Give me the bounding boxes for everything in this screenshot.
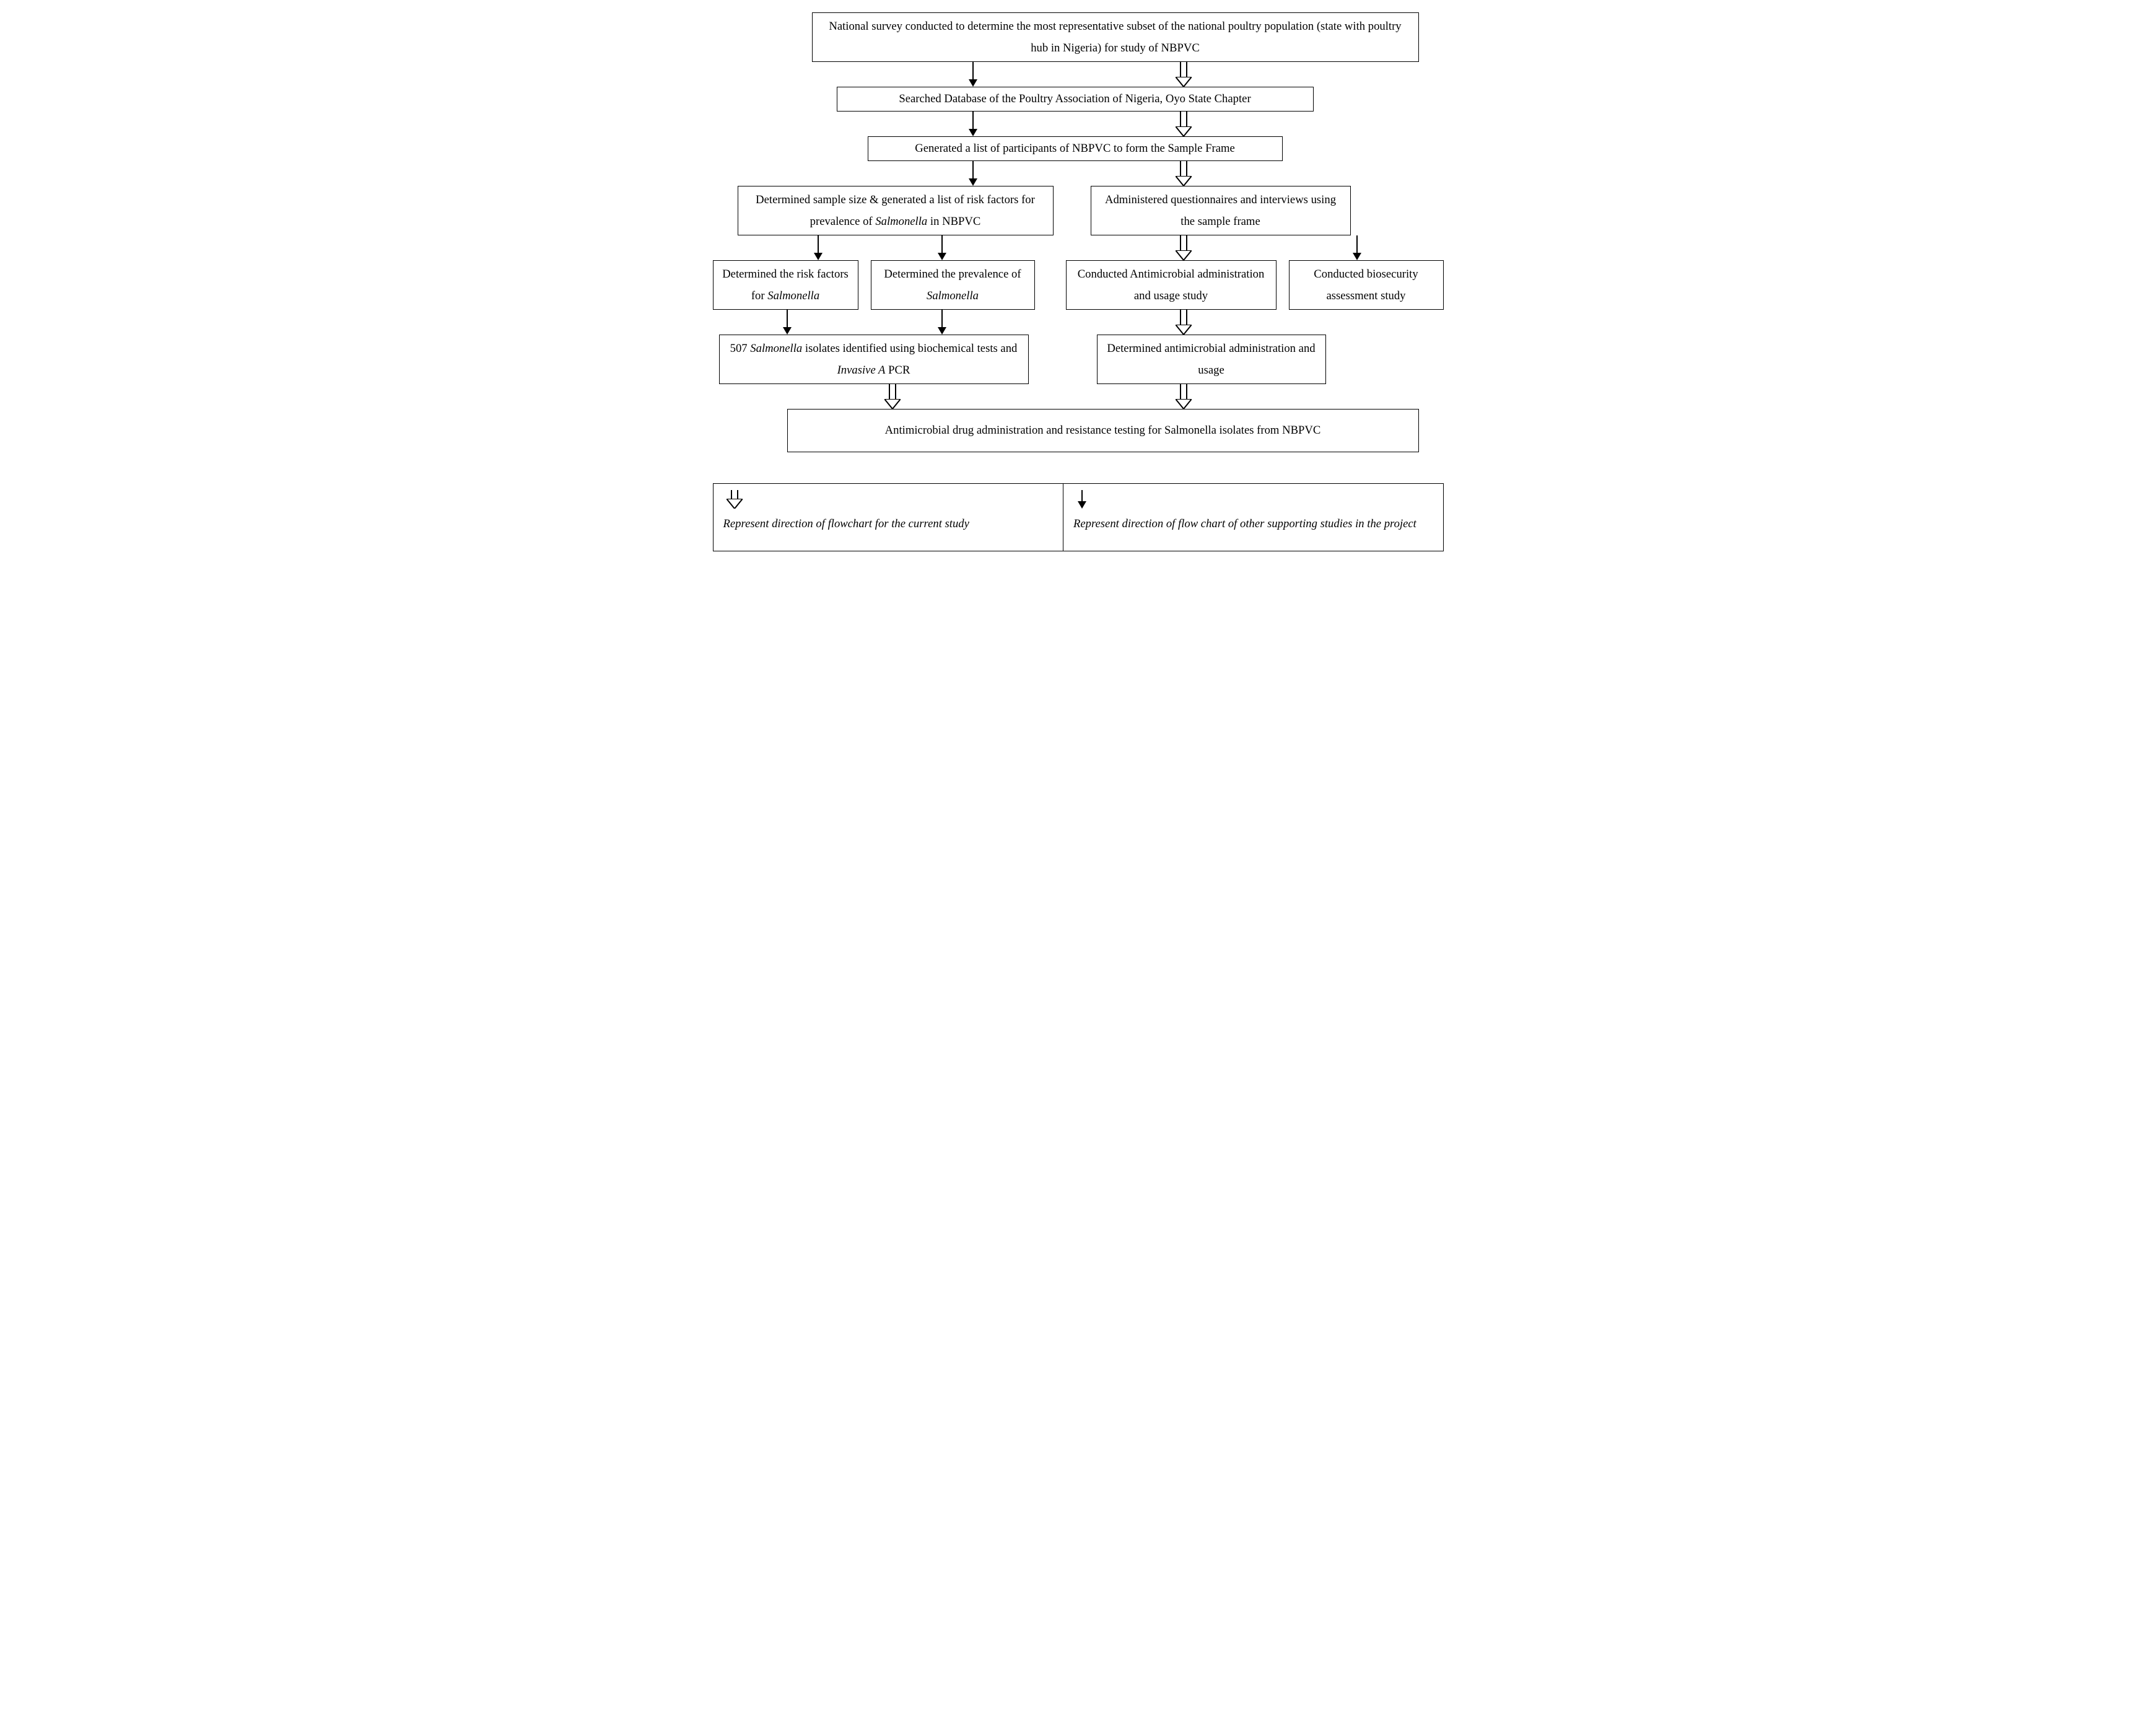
flowchart-node: Determined sample size & generated a lis… [738,186,1054,235]
legend: Represent direction of flowchart for the… [713,483,1444,551]
flowchart-node: Determined the risk factors for Salmonel… [713,260,858,310]
flowchart-node: National survey conducted to determine t… [812,12,1419,62]
flowchart-node: Administered questionnaires and intervie… [1091,186,1351,235]
legend-left-text: Represent direction of flowchart for the… [723,517,1053,531]
flowchart-canvas: National survey conducted to determine t… [707,12,1450,620]
flowchart-node: Conducted Antimicrobial administration a… [1066,260,1277,310]
flowchart-node: Conducted biosecurity assessment study [1289,260,1444,310]
flowchart-node: Determined antimicrobial administration … [1097,335,1326,384]
flowchart-node: Searched Database of the Poultry Associa… [837,87,1314,112]
flowchart-node: Generated a list of participants of NBPV… [868,136,1283,161]
flowchart-node: Determined the prevalence of Salmonella [871,260,1035,310]
flowchart-node: Antimicrobial drug administration and re… [787,409,1419,452]
flowchart-node: 507 Salmonella isolates identified using… [719,335,1029,384]
legend-right-text: Represent direction of flow chart of oth… [1073,517,1433,531]
